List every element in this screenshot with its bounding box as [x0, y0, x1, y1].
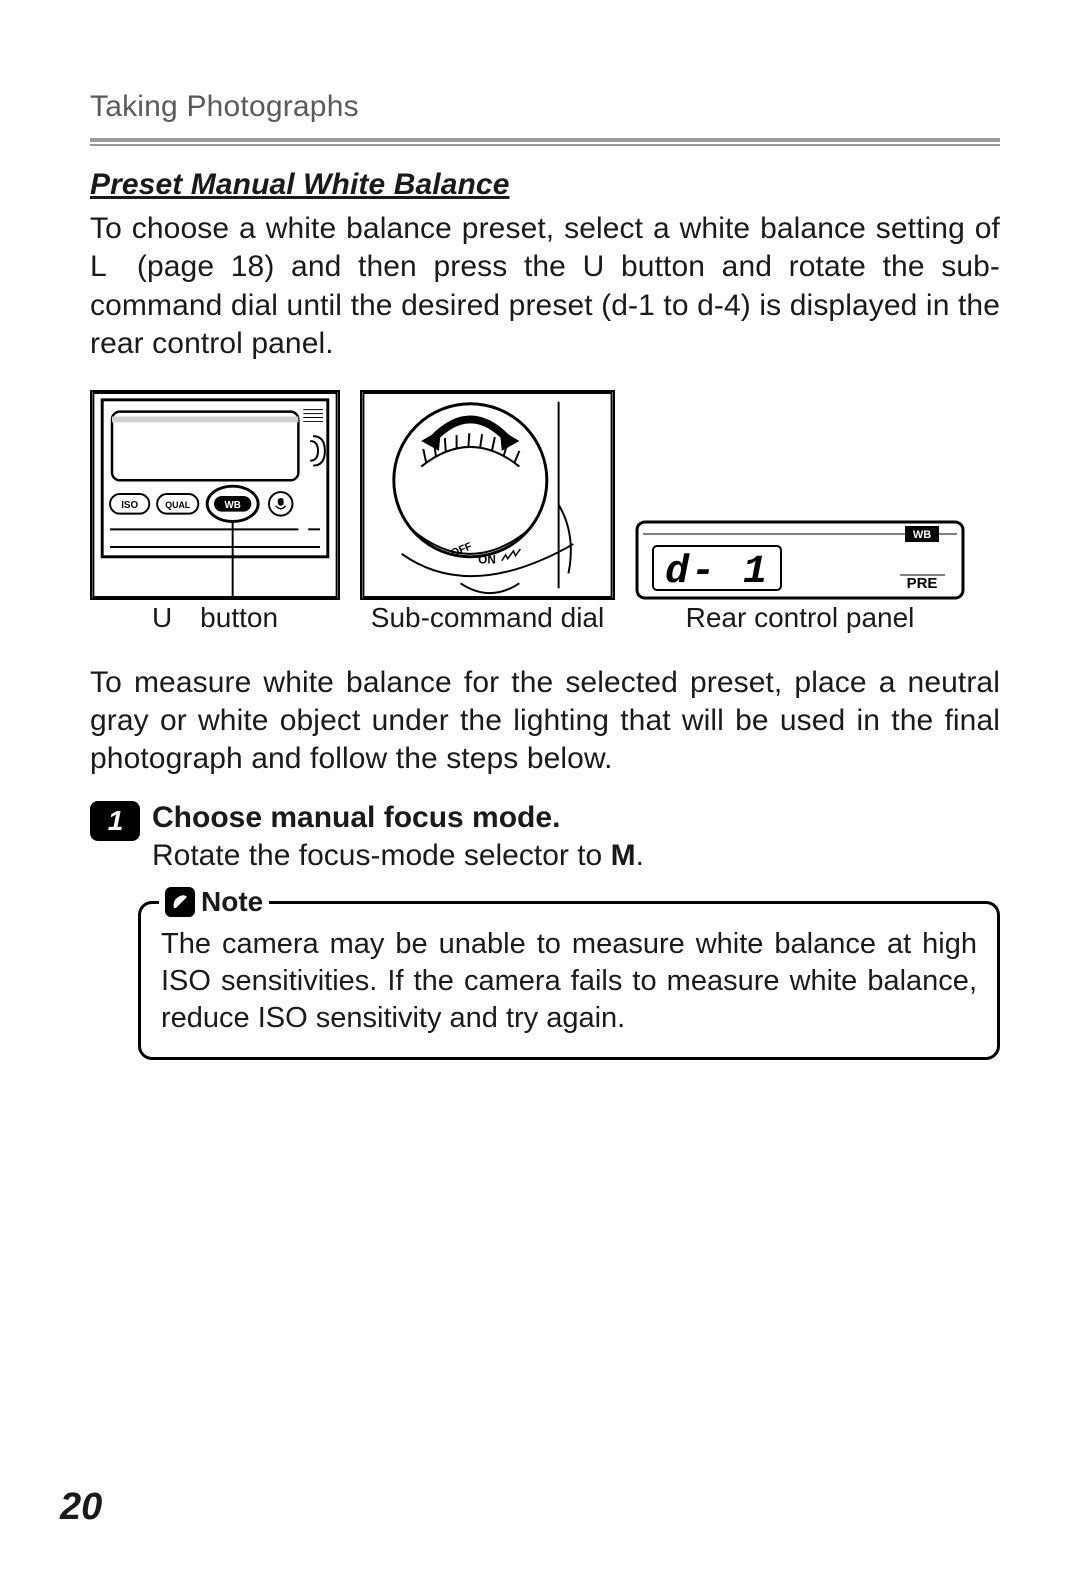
note-box: Note The camera may be unable to measure…	[138, 901, 1000, 1060]
dial-illustration: OFF ON	[360, 390, 615, 600]
paragraph-1: To choose a white balance preset, select…	[90, 210, 1000, 364]
figure-row: ISO QUAL WB U button	[90, 390, 1000, 634]
step-1: 1 Choose manual focus mode. Rotate the f…	[90, 801, 1000, 875]
step-body-pre: Rotate the focus-mode selector to	[152, 839, 611, 872]
step-number-badge: 1	[90, 801, 140, 841]
note-label-wrap: Note	[159, 886, 269, 918]
manual-page: Taking Photographs Preset Manual White B…	[0, 0, 1080, 1571]
figure-rear-panel: d- 1 WB PRE Rear control panel	[635, 510, 965, 634]
figure-sub-command-dial: OFF ON Sub-command dial	[360, 390, 615, 634]
section-header: Taking Photographs	[90, 90, 1000, 124]
camera-back-illustration: ISO QUAL WB	[90, 390, 340, 600]
step-body-post: .	[636, 839, 644, 872]
subheading: Preset Manual White Balance	[90, 168, 1000, 202]
svg-text:QUAL: QUAL	[165, 499, 191, 509]
note-label: Note	[201, 886, 263, 918]
note-body: The camera may be unable to measure whit…	[161, 926, 977, 1037]
svg-text:WB: WB	[224, 499, 240, 510]
rear-panel-display: d- 1 WB PRE	[635, 510, 965, 600]
step-body-bold: M	[611, 839, 636, 872]
u-button-symbol: U	[583, 250, 605, 283]
figure-u-button: ISO QUAL WB U button	[90, 390, 340, 634]
header-rule	[90, 138, 1000, 146]
svg-text:ISO: ISO	[121, 499, 138, 510]
svg-text:PRE: PRE	[907, 575, 938, 592]
step-title: Choose manual focus mode.	[152, 801, 1000, 835]
step-body: Rotate the focus-mode selector to M.	[152, 837, 1000, 875]
paragraph-2: To measure white balance for the selecte…	[90, 664, 1000, 779]
figure-3-caption: Rear control panel	[686, 602, 915, 634]
step-content: Choose manual focus mode. Rotate the foc…	[152, 801, 1000, 875]
figure-2-caption: Sub-command dial	[371, 602, 604, 634]
figure-1-caption: U button	[152, 602, 278, 634]
svg-text:d- 1: d- 1	[665, 550, 769, 595]
svg-text:ON: ON	[478, 553, 496, 566]
note-icon	[165, 887, 195, 917]
svg-text:WB: WB	[913, 529, 931, 541]
page-number: 20	[60, 1486, 102, 1529]
